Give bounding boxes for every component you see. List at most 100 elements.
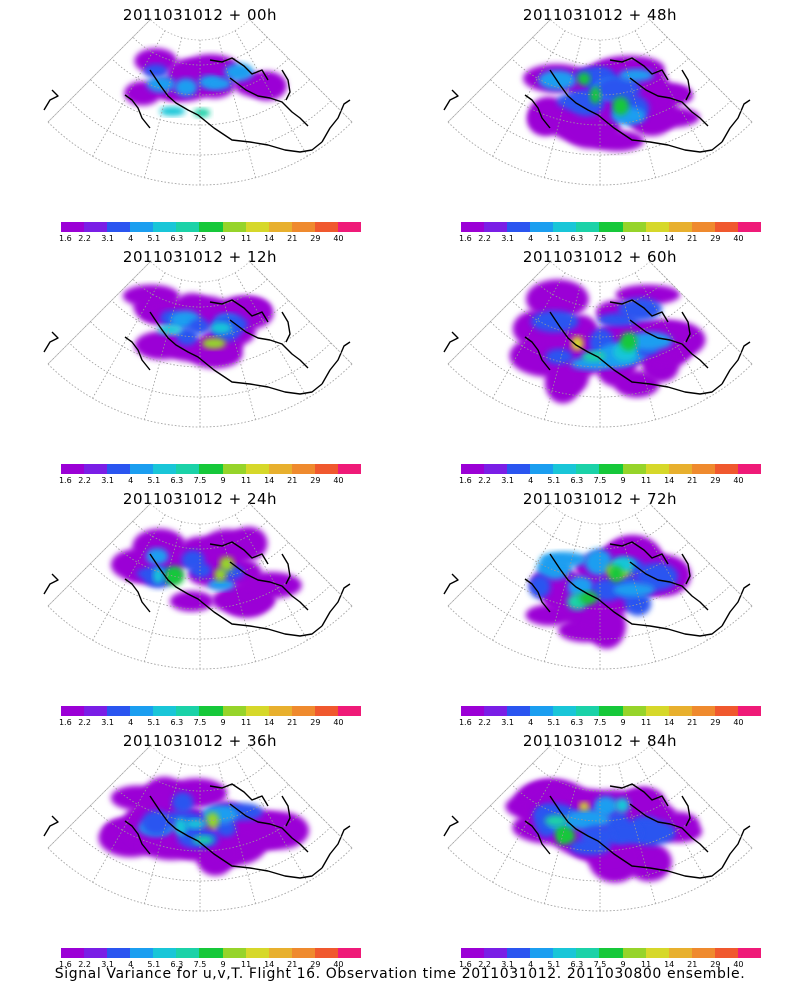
colorbar-swatch (622, 464, 646, 474)
colorbar-tick-label: 5.1 (147, 234, 161, 243)
colorbar-tick-label: 6.3 (570, 234, 584, 243)
colorbar-tick-label: 4 (528, 718, 534, 727)
graticule (47, 19, 353, 186)
colorbar-tick-label: 29 (310, 476, 321, 485)
colorbar-tick-label: 14 (664, 234, 675, 243)
variance-field-high (210, 322, 232, 334)
colorbar-swatch (668, 706, 692, 716)
colorbar (461, 948, 762, 958)
colorbar-tick-label: 6.3 (170, 960, 184, 969)
colorbar-tick-label: 2.2 (78, 234, 91, 243)
colorbar-tick-label: 5.1 (547, 476, 561, 485)
colorbar-tick-label: 29 (710, 718, 721, 727)
colorbar-tick-label: 2.2 (78, 718, 91, 727)
colorbar-tick-label: 11 (241, 476, 252, 485)
colorbar-tick-label: 29 (710, 234, 721, 243)
colorbar-swatch (84, 948, 108, 958)
colorbar-swatch (176, 948, 200, 958)
colorbar-tick-label: 21 (687, 476, 698, 485)
colorbar-swatch (668, 222, 692, 232)
colorbar-tick-label: 40 (333, 234, 344, 243)
colorbar-tick-label: 11 (241, 718, 252, 727)
colorbar-tick-label: 40 (733, 476, 744, 485)
panel-title: 2011031012 + 24h (122, 490, 278, 508)
variance-field-mid (580, 825, 615, 848)
colorbar-tick-label: 7.5 (193, 960, 207, 969)
colorbar-tick-label: 11 (241, 960, 252, 969)
colorbar-tick-label: 7.5 (593, 960, 607, 969)
colorbar (61, 222, 362, 232)
map-plot (43, 18, 353, 186)
colorbar-swatch (61, 222, 85, 232)
colorbar-tick-label: 11 (641, 234, 652, 243)
variance-field-low (200, 529, 255, 565)
colorbar-tick-label: 1.6 (458, 718, 472, 727)
colorbar-tick-label: 29 (710, 476, 721, 485)
variance-field-mid (556, 92, 600, 111)
colorbar-tick-label: 29 (310, 718, 321, 727)
colorbar-tick-label: 4 (128, 718, 134, 727)
colorbar-swatch (576, 948, 600, 958)
coastlines (43, 299, 351, 395)
variance-field-high (219, 556, 235, 572)
map-plot (43, 502, 353, 670)
colorbar-swatch (691, 948, 715, 958)
colorbar-swatch (737, 706, 762, 716)
colorbar-swatch (622, 222, 646, 232)
variance-field-high (184, 819, 208, 829)
colorbar-swatch (599, 222, 623, 232)
colorbar-swatch (645, 706, 669, 716)
colorbar-swatch (268, 706, 292, 716)
variance-field-mid (171, 792, 194, 814)
colorbar (461, 464, 762, 474)
colorbar-tick-label: 9 (620, 960, 626, 969)
colorbar-swatch (222, 464, 246, 474)
panel-title: 2011031012 + 00h (122, 6, 278, 24)
variance-field-mid (565, 809, 610, 831)
colorbar-tick-label: 29 (310, 234, 321, 243)
colorbar-swatch (199, 706, 223, 716)
variance-field-high (558, 828, 576, 844)
colorbar-tick-label: 6.3 (170, 718, 184, 727)
colorbar-swatch (553, 222, 577, 232)
colorbar-tick-label: 2.2 (478, 960, 491, 969)
colorbar-tick-label: 3.1 (101, 476, 115, 485)
map-plot (443, 18, 753, 186)
colorbar-tick-label: 21 (287, 960, 298, 969)
variance-field-high (619, 331, 638, 351)
colorbar-tick-label: 11 (641, 476, 652, 485)
colorbar-tick-label: 9 (620, 718, 626, 727)
colorbar-tick-label: 40 (333, 960, 344, 969)
variance-field-high (612, 97, 629, 115)
colorbar-tick-label: 1.6 (58, 960, 72, 969)
map-boundary (447, 18, 753, 186)
figure-caption: Signal Variance for u,v,T. Flight 16. Ob… (54, 966, 746, 982)
colorbar-tick-label: 11 (241, 234, 252, 243)
colorbar-tick-label: 1.6 (458, 234, 472, 243)
variance-field-mid (528, 574, 551, 599)
map-boundary (47, 18, 353, 186)
colorbar-swatch (107, 706, 131, 716)
colorbar-tick-label: 11 (641, 718, 652, 727)
coastlines (443, 299, 751, 395)
colorbar-swatch (245, 948, 269, 958)
colorbar-tick-label: 1.6 (58, 718, 72, 727)
colorbar-tick-label: 4 (528, 476, 534, 485)
colorbar-swatch (268, 464, 292, 474)
map-panel: 2011031012 + 12h 1.6 2.2 3.1 4 5.1 6.3 7.5 9 11 14… (0, 242, 400, 485)
colorbar-tick-label: 2.2 (78, 476, 91, 485)
colorbar-swatch (553, 464, 577, 474)
panel-title: 2011031012 + 72h (522, 490, 678, 508)
colorbar-tick-label: 7.5 (193, 234, 207, 243)
coastlines (43, 57, 351, 153)
colorbar-swatch (314, 706, 338, 716)
colorbar-tick-label: 6.3 (170, 234, 184, 243)
colorbar-tick-label: 5.1 (147, 960, 161, 969)
colorbar-tick-label: 6.3 (170, 476, 184, 485)
map-panel: 2011031012 + 60h 1.6 2.2 3.1 4 5.1 6.3 7.5 9 11 14… (400, 242, 800, 485)
colorbar-swatch (61, 464, 85, 474)
coastlines (443, 541, 751, 637)
variance-field-mid (540, 551, 588, 568)
colorbar-tick-label: 40 (733, 960, 744, 969)
colorbar-swatch (176, 706, 200, 716)
